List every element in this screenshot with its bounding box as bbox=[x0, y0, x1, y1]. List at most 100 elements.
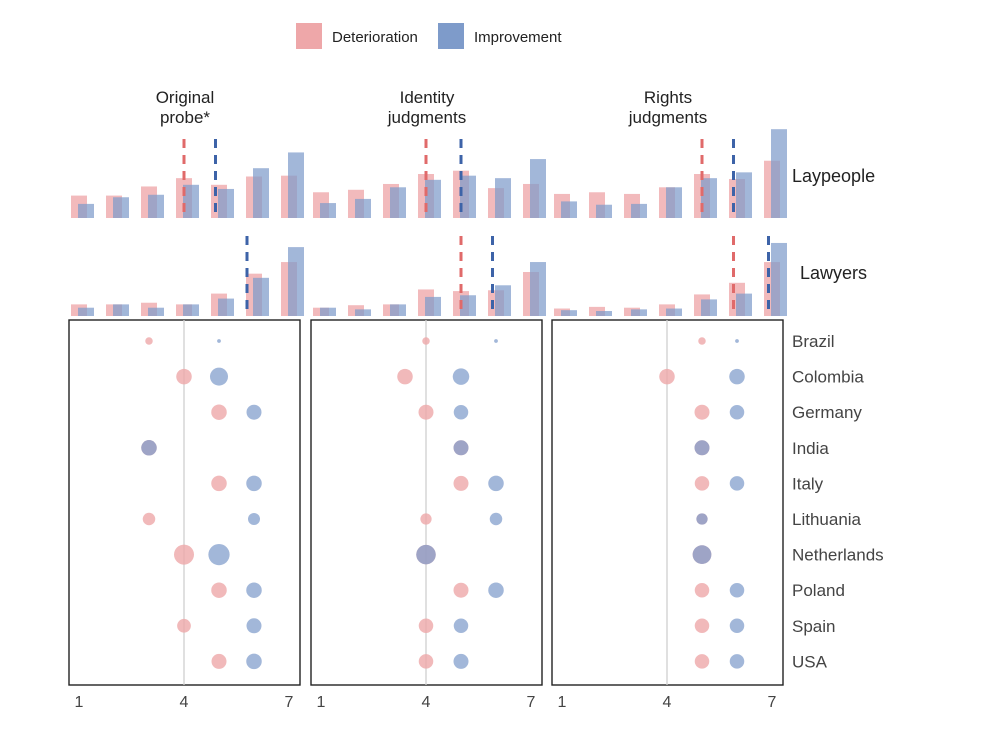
dot-deterioration bbox=[145, 337, 153, 345]
dot-deterioration bbox=[694, 654, 710, 669]
hist-bar-improvement bbox=[253, 168, 269, 218]
dot-improvement bbox=[729, 368, 745, 385]
hist-bar-improvement bbox=[666, 308, 682, 316]
dot-deterioration bbox=[453, 582, 469, 598]
hist-bar-improvement bbox=[148, 307, 164, 316]
legend-swatch-improvement bbox=[438, 23, 464, 49]
hist-bar-improvement bbox=[460, 175, 476, 218]
dot-improvement bbox=[729, 476, 745, 491]
dot-improvement bbox=[416, 544, 436, 565]
country-labels: Brazil Colombia Germany India Italy Lithuania… bbox=[792, 332, 884, 671]
hist-bar-improvement bbox=[701, 299, 717, 316]
hist-bar-improvement bbox=[701, 178, 717, 218]
x-tick-label: 4 bbox=[663, 694, 672, 711]
hist-bar-improvement bbox=[218, 298, 234, 316]
dot-improvement bbox=[696, 513, 708, 525]
dotplot-layer bbox=[68, 319, 784, 686]
dot-improvement bbox=[488, 475, 504, 492]
hist-bar-improvement bbox=[596, 204, 612, 218]
hist-bar-improvement bbox=[183, 184, 199, 218]
country-label: Spain bbox=[792, 617, 835, 636]
dot-deterioration bbox=[211, 475, 227, 492]
dot-deterioration bbox=[698, 337, 706, 345]
dot-improvement bbox=[729, 582, 745, 598]
country-label: Italy bbox=[792, 474, 824, 493]
hist-bar-improvement bbox=[495, 285, 511, 316]
row-label-laypeople: Laypeople bbox=[792, 166, 875, 186]
dot-deterioration bbox=[694, 618, 710, 634]
dot-deterioration bbox=[694, 404, 710, 420]
x-tick-label: 1 bbox=[75, 694, 84, 711]
hist-bar-improvement bbox=[148, 194, 164, 218]
hist-bar-improvement bbox=[355, 309, 371, 316]
legend-label-improvement: Improvement bbox=[474, 29, 562, 46]
country-label: Poland bbox=[792, 581, 845, 600]
dot-improvement bbox=[453, 653, 469, 669]
hist-bar-improvement bbox=[631, 203, 647, 218]
panel-title-original-line2: probe* bbox=[160, 108, 210, 127]
dot-deterioration bbox=[659, 368, 675, 385]
dot-deterioration bbox=[211, 582, 227, 598]
x-tick-label: 1 bbox=[558, 694, 567, 711]
panel-title-rights-line1: Rights bbox=[644, 88, 692, 107]
dot-improvement bbox=[453, 404, 469, 420]
dot-deterioration bbox=[453, 475, 469, 491]
country-label: USA bbox=[792, 652, 828, 671]
hist-bar-improvement bbox=[530, 159, 546, 218]
hist-bar-improvement bbox=[183, 304, 199, 316]
legend-swatch-deterioration bbox=[296, 23, 322, 49]
dot-improvement bbox=[694, 440, 710, 456]
x-tick-label: 7 bbox=[527, 694, 536, 711]
dot-improvement bbox=[141, 440, 157, 456]
dot-improvement bbox=[248, 513, 260, 525]
row-label-lawyers: Lawyers bbox=[800, 263, 867, 283]
country-label: Colombia bbox=[792, 368, 864, 387]
dot-deterioration bbox=[177, 618, 191, 633]
hist-bar-improvement bbox=[288, 152, 304, 218]
dot-improvement bbox=[453, 440, 469, 456]
dot-deterioration bbox=[397, 368, 413, 385]
dot-improvement bbox=[217, 339, 221, 343]
dot-deterioration bbox=[142, 512, 156, 526]
dot-deterioration bbox=[420, 513, 432, 525]
hist-bar-improvement bbox=[771, 242, 787, 316]
histogram-layer bbox=[71, 129, 787, 316]
dot-improvement bbox=[246, 475, 262, 492]
legend: Deterioration Improvement bbox=[296, 23, 562, 49]
hist-bar-improvement bbox=[78, 203, 94, 218]
hist-bar-improvement bbox=[425, 296, 441, 316]
hist-bar-improvement bbox=[288, 247, 304, 316]
dot-improvement bbox=[208, 543, 230, 566]
dot-improvement bbox=[729, 404, 745, 420]
dot-improvement bbox=[729, 618, 745, 634]
dot-improvement bbox=[489, 512, 503, 526]
hist-bar-improvement bbox=[218, 188, 234, 218]
dot-deterioration bbox=[418, 618, 434, 634]
dot-deterioration bbox=[418, 654, 434, 669]
x-tick-label: 7 bbox=[768, 694, 777, 711]
legend-label-deterioration: Deterioration bbox=[332, 29, 418, 46]
hist-bar-improvement bbox=[355, 198, 371, 218]
dot-improvement bbox=[246, 404, 262, 420]
hist-bar-improvement bbox=[78, 307, 94, 316]
hist-bar-improvement bbox=[320, 203, 336, 218]
hist-bar-improvement bbox=[561, 201, 577, 218]
x-axis-ticks: 1 4 7 1 4 7 1 4 7 bbox=[75, 694, 777, 711]
hist-bar-improvement bbox=[596, 311, 612, 316]
hist-bar-improvement bbox=[390, 187, 406, 218]
x-tick-label: 4 bbox=[180, 694, 189, 711]
hist-bar-improvement bbox=[736, 172, 752, 218]
dot-improvement bbox=[494, 339, 498, 343]
hist-bar-improvement bbox=[631, 309, 647, 316]
dot-deterioration bbox=[211, 404, 227, 420]
x-tick-label: 4 bbox=[422, 694, 431, 711]
dot-improvement bbox=[692, 545, 712, 564]
dot-improvement bbox=[729, 654, 745, 669]
dot-deterioration bbox=[176, 368, 192, 385]
panel-title-identity-line1: Identity bbox=[400, 88, 455, 107]
country-label: Lithuania bbox=[792, 510, 862, 529]
country-label: Netherlands bbox=[792, 546, 884, 565]
dot-improvement bbox=[453, 618, 469, 634]
hist-bar-improvement bbox=[320, 307, 336, 316]
dot-deterioration bbox=[422, 337, 430, 345]
